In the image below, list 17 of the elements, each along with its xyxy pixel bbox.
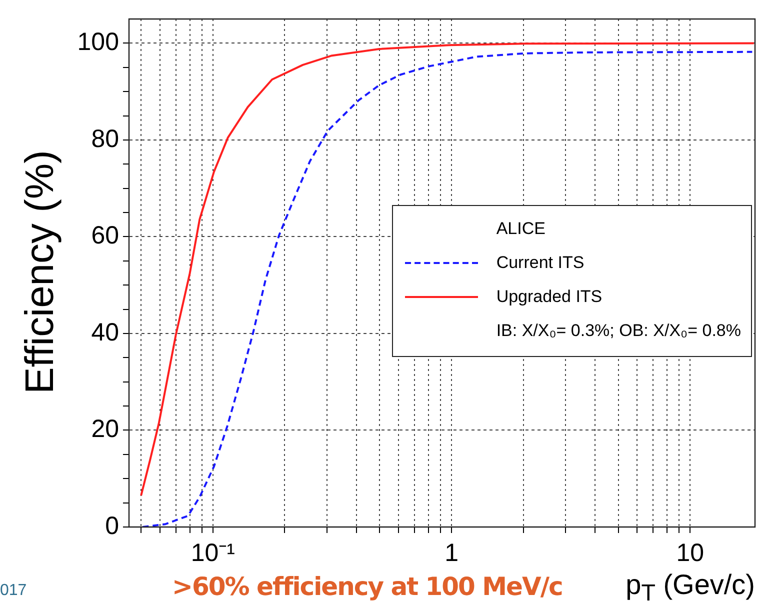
y-tick-label: 80 xyxy=(91,124,119,153)
text: >60% efficiency at 100 MeV/c xyxy=(172,572,562,601)
y-axis-title: Efficiency (%) xyxy=(18,149,62,396)
y-tick-label: 0 xyxy=(105,512,119,540)
legend-label: Current ITS xyxy=(496,253,584,273)
y-tick-label: 60 xyxy=(91,222,119,250)
x-tick-label: 1 xyxy=(444,538,458,567)
annotation: IB: X/X₀= 0.3%; OB: X/X₀= 0.8% xyxy=(496,321,741,341)
text: 017 xyxy=(0,582,27,600)
x-tick-label: 10⁻¹ xyxy=(190,538,235,567)
y-tick-label: 40 xyxy=(91,318,119,346)
y-tick-label: 100 xyxy=(77,28,119,56)
legend-title: ALICE xyxy=(496,219,546,239)
y-tick-label: 20 xyxy=(91,415,119,444)
x-axis-title: p$_{T}$ (Gev/c) xyxy=(626,569,755,605)
x-tick-label: 10 xyxy=(676,538,704,567)
legend-label: Upgraded ITS xyxy=(496,287,602,307)
